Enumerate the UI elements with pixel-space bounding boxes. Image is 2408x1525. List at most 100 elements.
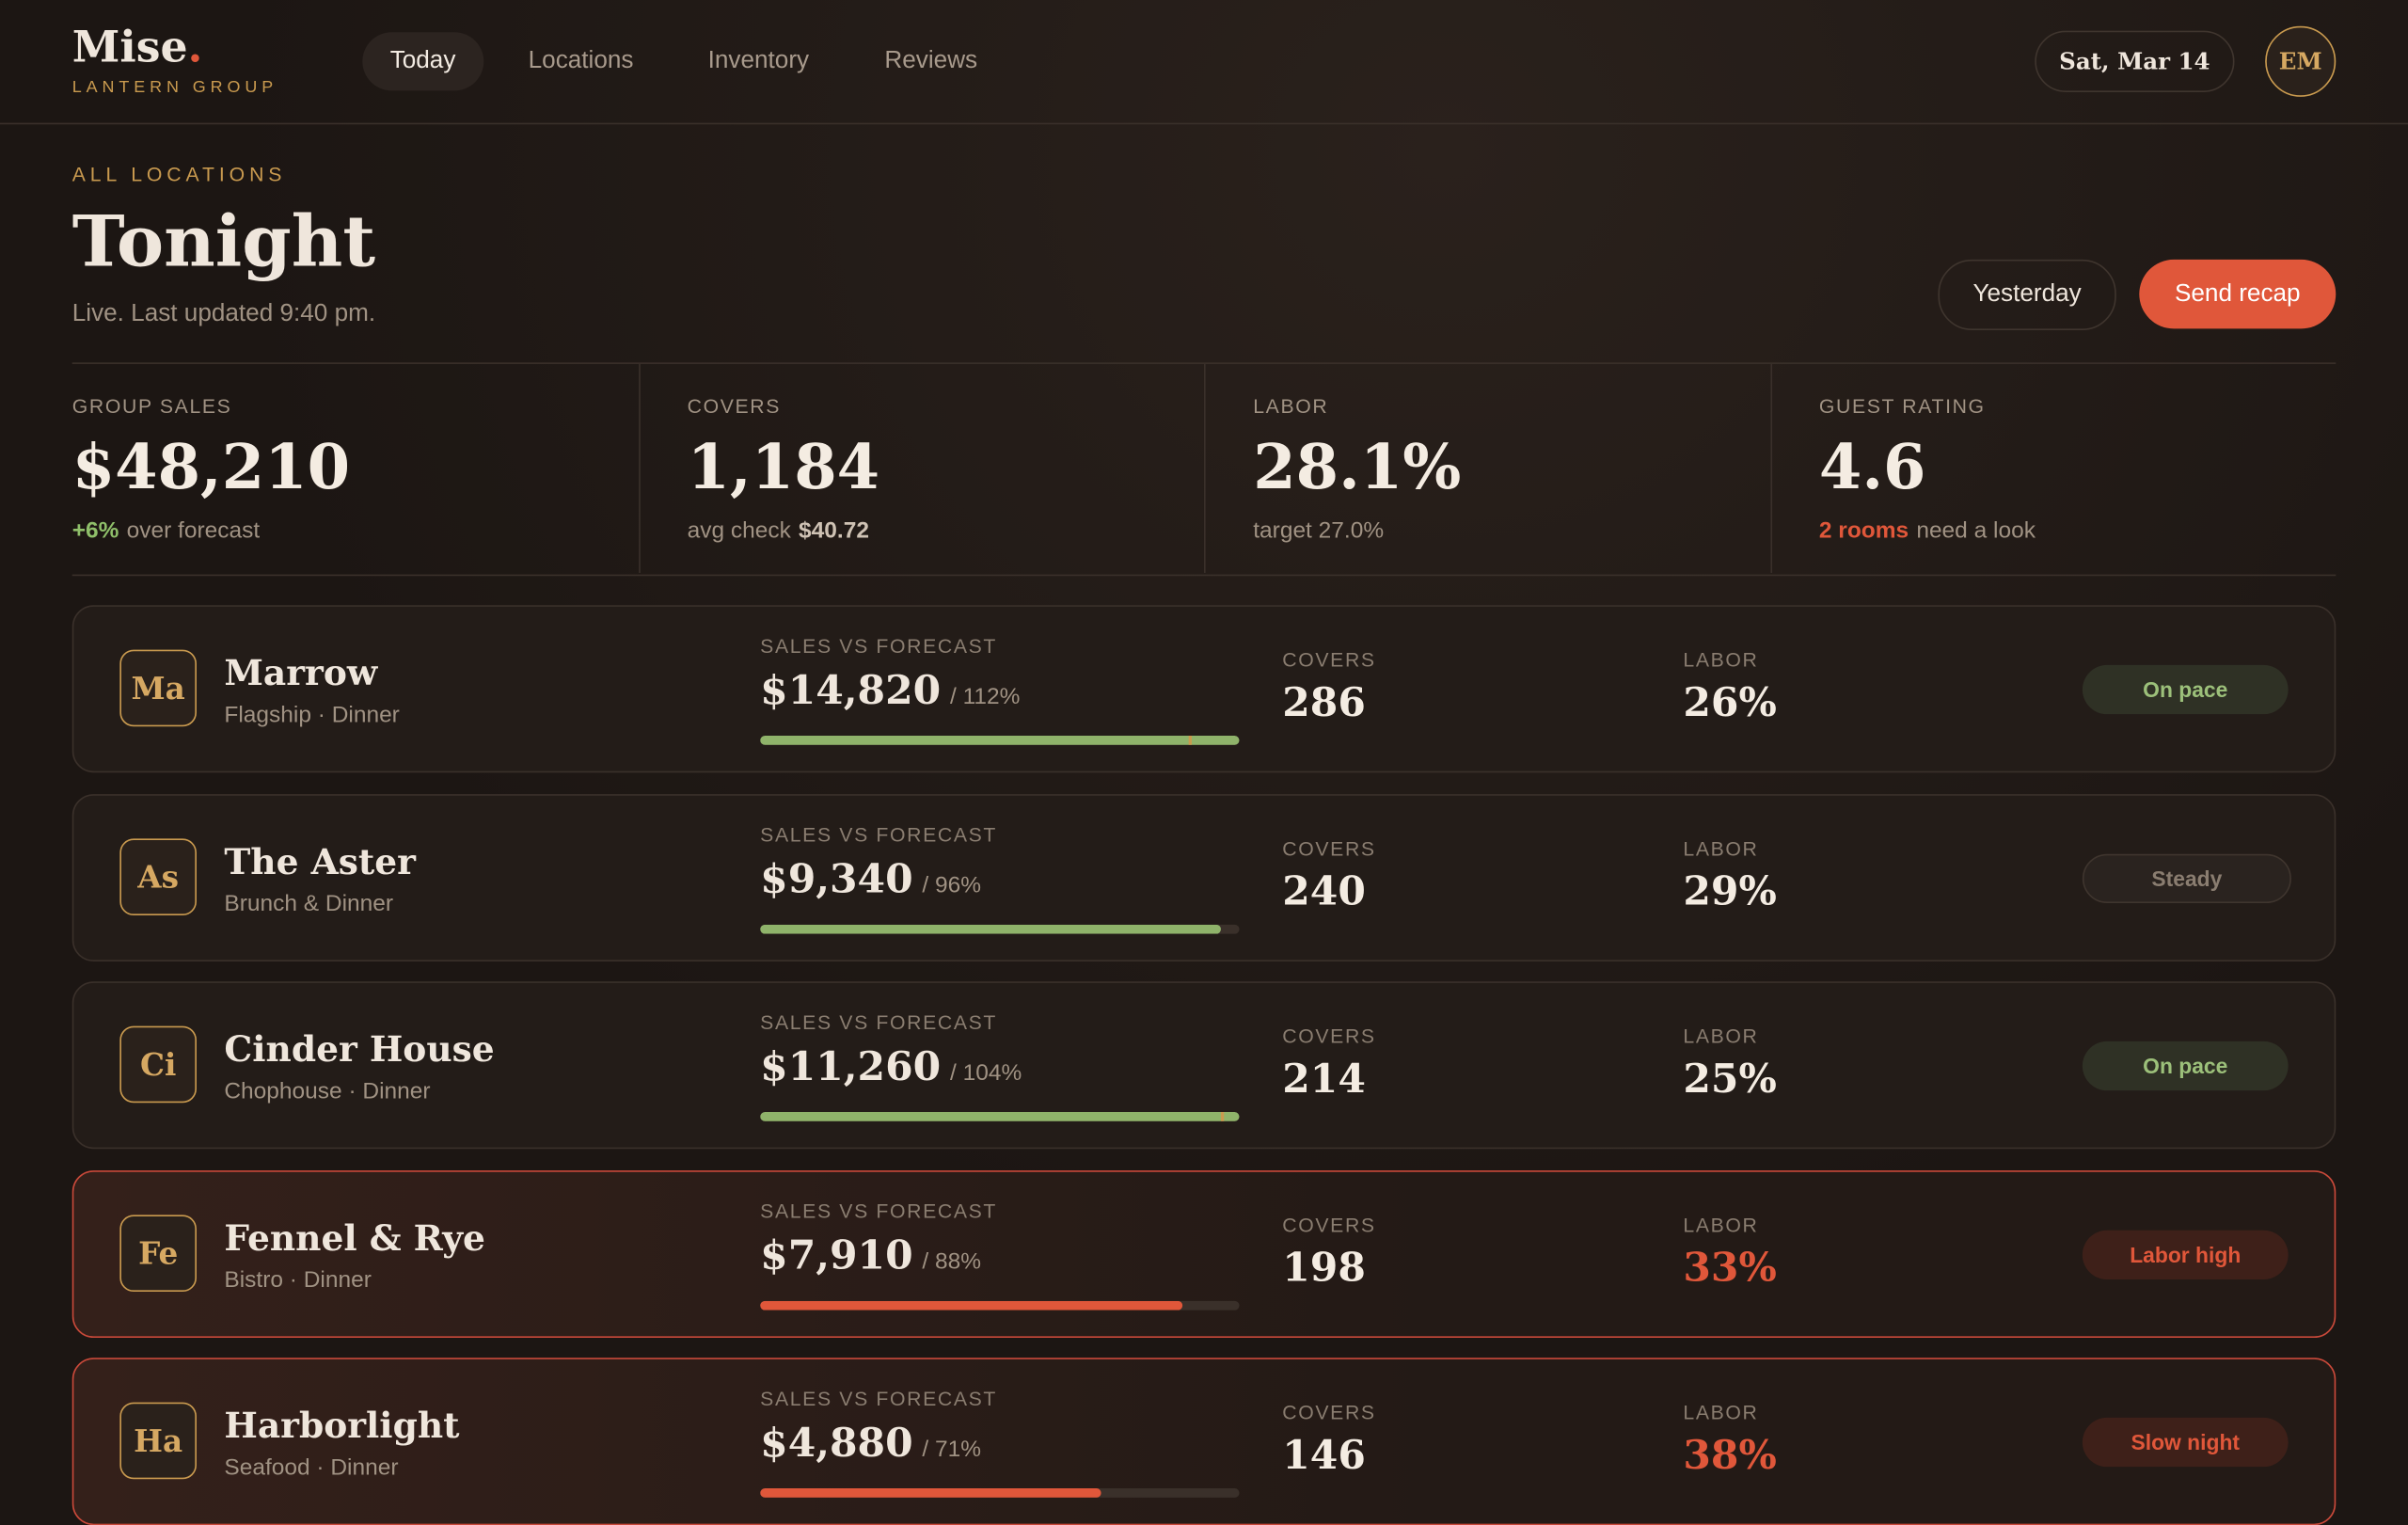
progress-track [760, 1488, 1240, 1498]
location-card[interactable]: Ma Marrow Flagship · Dinner SALES VS FORECA… [71, 605, 2337, 773]
covers-label: COVERS [1282, 1212, 1376, 1236]
location-initials: Ha [119, 1402, 197, 1480]
avatar[interactable]: EM [2265, 25, 2337, 97]
kpi-value: $48,210 [71, 431, 351, 504]
sales-value: $9,340 [760, 856, 913, 903]
covers-label: COVERS [1282, 647, 1376, 672]
kpi-label: GUEST RATING [1818, 394, 1986, 419]
location-card[interactable]: As The Aster Brunch & Dinner SALES VS FOREC… [71, 793, 2337, 961]
progress-fill [760, 1112, 1240, 1121]
location-name: Cinder House [224, 1028, 495, 1071]
progress-fill [760, 736, 1240, 745]
location-initials: Ma [119, 649, 197, 727]
sales-row: $7,910 / 88% [760, 1232, 981, 1279]
nav-item[interactable]: Locations [528, 47, 634, 74]
progress-track [760, 924, 1240, 933]
brand[interactable]: Mise. [72, 22, 203, 72]
kpi-note: 2 rooms need a look [1819, 517, 2036, 544]
location-card[interactable]: Fe Fennel & Rye Bistro · Dinner SALES VS FO… [71, 1169, 2337, 1338]
labor-value: 29% [1683, 868, 1777, 915]
sales-value: $11,260 [760, 1044, 942, 1091]
location-name: Fennel & Rye [224, 1216, 485, 1259]
status-pill: Steady [2082, 852, 2291, 903]
eyebrow: ALL LOCATIONS [71, 163, 287, 186]
location-type: Seafood · Dinner [224, 1454, 399, 1481]
forecast-marker [1220, 1112, 1225, 1121]
status-pill: Labor high [2082, 1229, 2289, 1279]
labor-value: 26% [1683, 680, 1777, 727]
kpi-value: 1,184 [687, 431, 880, 504]
kpi-note-part: +6% [71, 517, 119, 544]
progress-track [760, 736, 1240, 745]
kpi-value: 28.1% [1253, 431, 1462, 504]
location-name: The Aster [224, 840, 416, 882]
sales-value: $7,910 [760, 1232, 913, 1279]
sales-row: $4,880 / 71% [760, 1421, 981, 1467]
covers-value: 214 [1282, 1056, 1366, 1104]
brand-dot: . [187, 21, 203, 72]
kpi-card: LABOR 28.1% target 27.0% [1204, 363, 1772, 573]
kpi-note: target 27.0% [1253, 517, 1384, 544]
brand-name: Mise [71, 21, 188, 72]
kpi-note-part: avg check [687, 517, 791, 544]
kpi-note-part: target 27.0% [1253, 517, 1385, 544]
progress-fill [760, 1488, 1101, 1498]
yesterday-button[interactable]: Yesterday [1938, 259, 2116, 331]
labor-label: LABOR [1683, 647, 1759, 672]
location-initials: As [119, 837, 197, 915]
kpi-note-part: 2 rooms [1818, 517, 1909, 544]
sales-value: $14,820 [760, 668, 942, 715]
forecast-pct: / 104% [949, 1059, 1022, 1087]
covers-label: COVERS [1282, 1400, 1376, 1424]
status-pill: On pace [2082, 1040, 2289, 1091]
sales-label: SALES VS FORECAST [760, 634, 998, 658]
kpi-card: GUEST RATING 4.6 2 rooms need a look [1770, 364, 2337, 573]
nav-item[interactable]: Today [362, 32, 483, 91]
location-type: Bistro · Dinner [224, 1266, 372, 1293]
subtitle: Live. Last updated 9:40 pm. [71, 300, 376, 327]
date-picker[interactable]: Sat, Mar 14 [2035, 30, 2235, 92]
nav-item[interactable]: Reviews [884, 47, 978, 74]
sales-label: SALES VS FORECAST [760, 1199, 998, 1222]
location-name: Harborlight [224, 1405, 460, 1447]
location-name: Marrow [224, 652, 378, 694]
location-initials: Fe [119, 1214, 197, 1292]
kpi-note-part: over forecast [126, 517, 261, 544]
sales-row: $14,820 / 112% [760, 668, 1020, 714]
kpi-note: +6% over forecast [72, 517, 260, 544]
progress-fill [760, 1300, 1182, 1310]
location-card[interactable]: Ha Harborlight Seafood · Dinner SALES VS FO… [71, 1358, 2337, 1525]
page-title: Tonight [71, 199, 376, 283]
nav-item[interactable]: Inventory [707, 47, 810, 74]
labor-label: LABOR [1683, 1024, 1759, 1048]
kpi-note-part: $40.72 [799, 517, 869, 544]
send-recap-button[interactable]: Send recap [2139, 259, 2337, 329]
forecast-pct: / 88% [922, 1247, 982, 1275]
location-card[interactable]: Ci Cinder House Chophouse · Dinner SALES VS… [71, 981, 2337, 1150]
progress-fill [760, 924, 1221, 933]
kpi-note-part: need a look [1916, 517, 2036, 544]
progress-track [760, 1112, 1240, 1121]
labor-label: LABOR [1683, 835, 1759, 860]
sales-label: SALES VS FORECAST [760, 1387, 998, 1410]
forecast-pct: / 96% [922, 871, 982, 898]
forecast-marker [1187, 736, 1192, 745]
group-name: LANTERN GROUP [71, 78, 278, 97]
location-type: Brunch & Dinner [224, 890, 394, 916]
sales-label: SALES VS FORECAST [760, 1010, 998, 1034]
labor-label: LABOR [1683, 1212, 1759, 1236]
sales-label: SALES VS FORECAST [760, 822, 998, 846]
sales-row: $9,340 / 96% [760, 856, 981, 902]
progress-track [760, 1300, 1240, 1310]
location-type: Chophouse · Dinner [224, 1078, 431, 1104]
kpi-strip [71, 362, 2337, 577]
sales-row: $11,260/ 104% [760, 1044, 1022, 1090]
location-initials: Ci [119, 1025, 197, 1104]
labor-value: 25% [1683, 1056, 1777, 1104]
top-bar: Mise. LANTERN GROUP Today Locations Invent… [0, 0, 2408, 125]
location-type: Flagship · Dinner [224, 702, 400, 728]
labor-value: 38% [1683, 1433, 1777, 1480]
covers-label: COVERS [1282, 1024, 1376, 1048]
